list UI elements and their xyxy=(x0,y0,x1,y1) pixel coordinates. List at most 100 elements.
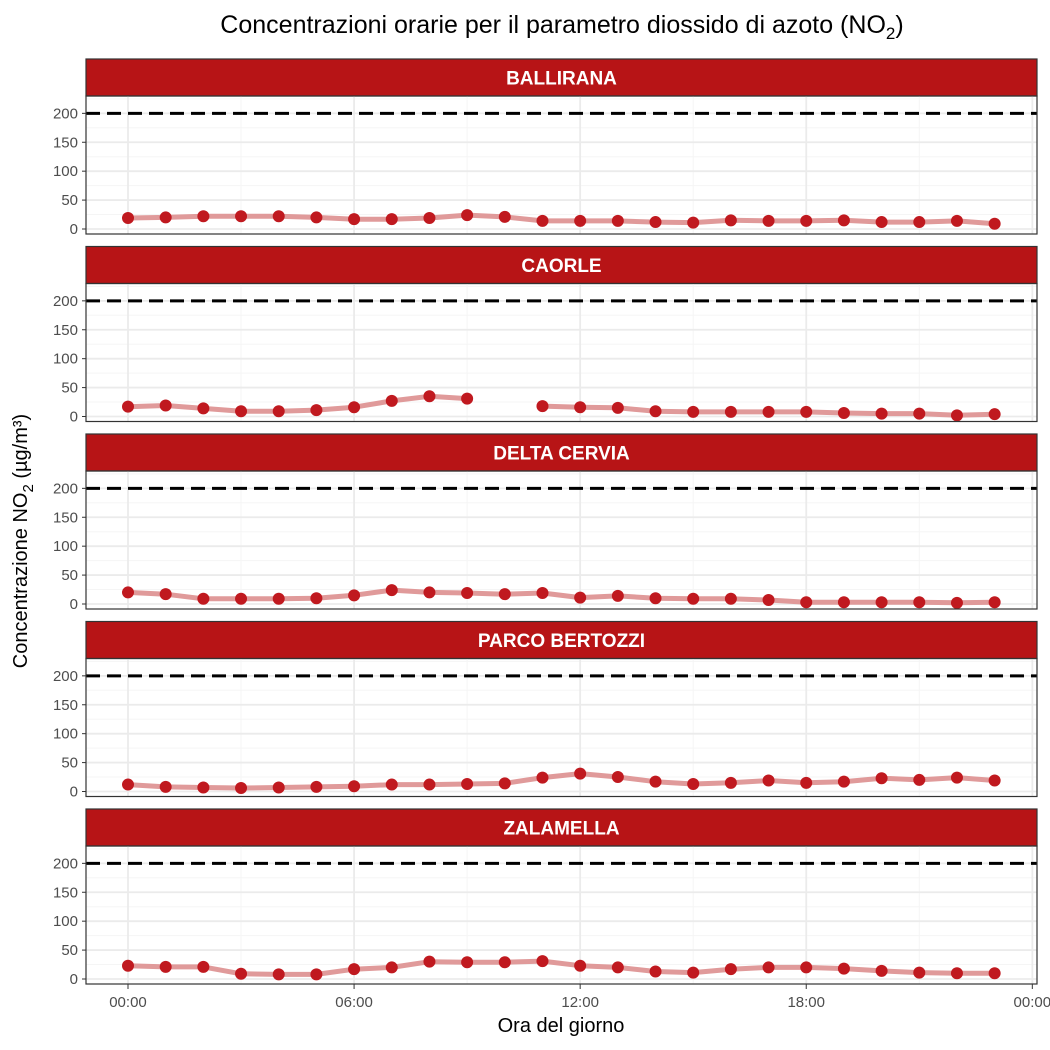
data-point xyxy=(385,394,398,407)
data-point xyxy=(950,771,963,784)
data-point xyxy=(385,778,398,791)
data-point xyxy=(423,778,436,791)
data-point xyxy=(498,956,511,969)
data-point xyxy=(461,777,474,790)
y-tick-label: 50 xyxy=(61,380,78,397)
data-point xyxy=(875,596,888,609)
data-point xyxy=(988,967,1001,980)
data-point xyxy=(310,968,323,981)
data-point xyxy=(159,399,172,412)
data-point xyxy=(348,213,361,226)
data-point xyxy=(423,955,436,968)
data-point xyxy=(235,782,248,795)
data-point xyxy=(800,405,813,418)
x-tick-label: 18:00 xyxy=(787,994,825,1011)
y-tick-label: 50 xyxy=(61,192,78,209)
data-point xyxy=(536,771,549,784)
data-point xyxy=(348,780,361,793)
y-tick-label: 50 xyxy=(61,567,78,584)
data-point xyxy=(724,405,737,418)
facet-panels: BALLIRANA050100150200CAORLE050100150200D… xyxy=(53,58,1038,988)
y-tick-label: 0 xyxy=(70,596,78,613)
panel-border xyxy=(85,95,1038,235)
data-point xyxy=(423,586,436,599)
facet-strip xyxy=(85,808,1038,847)
facet-panel: DELTA CERVIA 0 50 100 150 200 xyxy=(53,433,1038,613)
facet-panel: CAORLE 0 50 100 150 200 xyxy=(53,245,1038,426)
series-line xyxy=(125,771,998,791)
y-tick-label: 100 xyxy=(53,726,78,743)
data-point xyxy=(724,592,737,605)
data-point xyxy=(235,592,248,605)
x-tick-label: 06:00 xyxy=(335,994,373,1011)
data-point xyxy=(649,216,662,229)
chart-title: Concentrazioni orarie per il parametro d… xyxy=(220,11,903,43)
data-point xyxy=(988,217,1001,230)
panel-border xyxy=(85,470,1038,610)
series-line xyxy=(125,958,998,977)
data-point xyxy=(800,961,813,974)
data-point xyxy=(913,596,926,609)
facet-strip-label: CAORLE xyxy=(521,256,601,277)
series-line xyxy=(125,587,998,606)
y-tick-label: 100 xyxy=(53,538,78,555)
data-point xyxy=(837,407,850,420)
data-point xyxy=(837,775,850,788)
data-point xyxy=(611,589,624,602)
x-tick-label: 00:00 xyxy=(109,994,147,1011)
data-point xyxy=(498,777,511,790)
facet-strip xyxy=(85,433,1038,472)
data-point xyxy=(724,963,737,976)
data-point xyxy=(687,216,700,229)
data-point xyxy=(122,778,134,791)
data-point xyxy=(762,214,775,227)
y-tick-label: 200 xyxy=(53,105,78,122)
data-point xyxy=(687,592,700,605)
x-axis: 00:00 06:00 12:00 18:00 00:00 xyxy=(109,984,1050,1011)
data-point xyxy=(649,965,662,978)
y-tick-label: 200 xyxy=(53,855,78,872)
y-tick-label: 150 xyxy=(53,322,78,339)
data-point xyxy=(762,593,775,606)
data-point xyxy=(197,592,210,605)
facet-strip-label: DELTA CERVIA xyxy=(493,444,630,465)
data-point xyxy=(159,211,172,224)
data-point xyxy=(310,592,323,605)
data-point xyxy=(235,210,248,223)
data-point xyxy=(385,584,398,597)
data-point xyxy=(348,589,361,602)
x-axis-title: Ora del giorno xyxy=(498,1015,625,1037)
y-axis-title: Concentrazione NO2 (µg/m³) xyxy=(10,414,37,668)
data-point xyxy=(498,588,511,601)
data-point xyxy=(724,214,737,227)
data-point xyxy=(385,961,398,974)
facet-panel: ZALAMELLA 0 50 100 150 200 xyxy=(53,808,1038,988)
data-point xyxy=(950,214,963,227)
data-point xyxy=(762,405,775,418)
data-point xyxy=(837,214,850,227)
data-point xyxy=(272,968,285,981)
data-point xyxy=(837,596,850,609)
data-point xyxy=(122,400,134,413)
data-point xyxy=(687,777,700,790)
facet-strip xyxy=(85,620,1038,660)
y-tick-label: 150 xyxy=(53,697,78,714)
data-point xyxy=(800,596,813,609)
data-point xyxy=(913,216,926,229)
data-point xyxy=(272,210,285,223)
facet-panel: PARCO BERTOZZI 0 50 100 150 200 xyxy=(53,620,1038,801)
y-tick-label: 150 xyxy=(53,134,78,151)
data-point xyxy=(611,401,624,414)
series-line xyxy=(125,393,998,418)
data-point xyxy=(988,596,1001,609)
data-point xyxy=(574,591,587,604)
y-tick-label: 100 xyxy=(53,913,78,930)
data-point xyxy=(536,214,549,227)
facet-strip-label: BALLIRANA xyxy=(506,69,617,90)
data-point xyxy=(461,209,474,222)
y-tick-label: 200 xyxy=(53,480,78,497)
data-point xyxy=(498,210,511,223)
data-point xyxy=(875,216,888,229)
data-point xyxy=(272,405,285,418)
y-tick-label: 150 xyxy=(53,509,78,526)
